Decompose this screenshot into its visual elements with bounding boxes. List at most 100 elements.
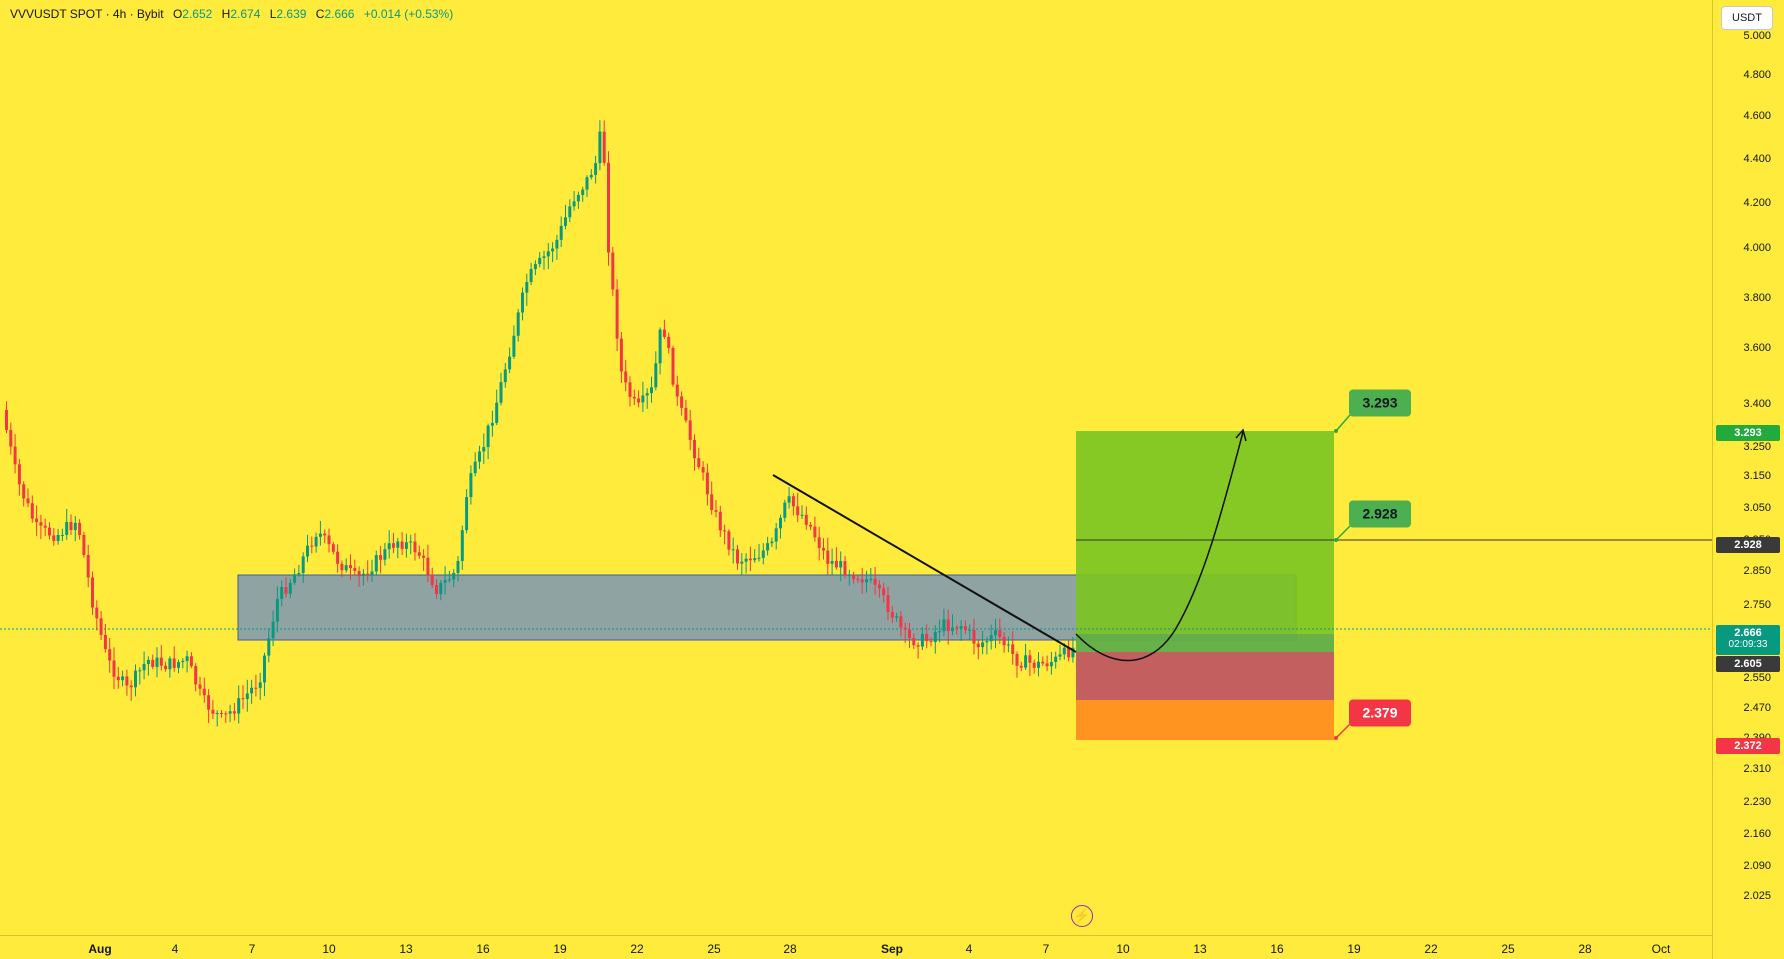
candle-body [473, 461, 477, 474]
stop-badge[interactable]: 2.379 [1349, 699, 1411, 727]
low-label: L [269, 7, 277, 21]
time-label: 19 [1347, 942, 1361, 956]
candle-body [895, 616, 899, 618]
candle-body [533, 264, 537, 270]
entry-badge[interactable]: 2.928 [1349, 500, 1411, 528]
price-tick-label: 2.230 [1743, 796, 1771, 808]
candle-body [581, 189, 585, 195]
candle-body [538, 257, 542, 265]
candle-body [327, 535, 331, 545]
price-tick-label: 2.160 [1743, 828, 1771, 840]
candle-body [185, 656, 189, 661]
candle-body [43, 525, 47, 528]
stop-price-tag: 2.372 [1716, 738, 1780, 754]
price-tick-label: 4.800 [1743, 69, 1771, 81]
candle-body [228, 711, 232, 714]
candle-body [310, 545, 314, 547]
candle-body [486, 425, 490, 448]
candle-body [220, 713, 223, 715]
candle-body [1028, 655, 1032, 663]
target-badge[interactable]: 3.293 [1349, 389, 1411, 417]
chart-canvas[interactable] [0, 0, 1712, 935]
candle-body [164, 665, 168, 670]
price-tick-label: 2.025 [1743, 890, 1771, 902]
time-label: 4 [171, 942, 179, 956]
candle-body [693, 439, 696, 459]
candle-body [344, 565, 348, 571]
open-value: 2.652 [182, 7, 213, 21]
candle-body [809, 524, 813, 527]
candle-body [413, 541, 417, 553]
entry-connector [1335, 525, 1351, 541]
candle-body [740, 561, 744, 564]
candle-body [774, 528, 778, 542]
currency-button[interactable]: USDT [1721, 6, 1773, 30]
candle-body [516, 312, 520, 336]
time-axis[interactable]: Aug 4 7 10 13 16 19 22 25 28 Sep 4 7 10 13 16 19 22 25 28 Oc… [0, 935, 1712, 959]
price-axis[interactable]: USDT 5.000 4.800 4.600 4.400 4.200 4.000 3.800… [1712, 0, 1784, 959]
candle-body [920, 633, 924, 647]
candle-body [968, 629, 972, 631]
candle-body [69, 521, 73, 531]
candle-body [998, 630, 1002, 637]
candle-body [817, 537, 821, 549]
loss-zone-lower [1076, 700, 1334, 740]
lightning-icon[interactable]: ⚡ [1071, 905, 1093, 927]
candle-body [73, 522, 77, 531]
candle-body [340, 563, 344, 571]
stop-badge-label: 2.379 [1362, 704, 1398, 721]
candle-body [211, 709, 215, 714]
candle-body [331, 544, 335, 552]
time-label: 25 [707, 942, 721, 956]
candle-body [701, 467, 705, 473]
candle-body [929, 641, 933, 643]
candle-body [254, 687, 258, 689]
candle-body [495, 402, 499, 423]
countdown-value: 02:09:33 [1728, 639, 1768, 650]
candle-body [989, 635, 993, 642]
candle-body [865, 579, 868, 583]
candle-body [748, 558, 752, 561]
trendline[interactable] [772, 474, 1077, 653]
candle-body [1071, 647, 1075, 658]
candle-body [447, 579, 451, 581]
candle-body [976, 643, 980, 648]
candle-body [1024, 655, 1028, 668]
candle-body [490, 422, 494, 426]
chart-pane[interactable]: VVVUSDT SPOT · 4h · Bybit O2.652 H2.674 … [0, 0, 1712, 935]
candle-body [314, 536, 318, 547]
candle-body [297, 573, 301, 575]
candle-body [731, 549, 735, 551]
profit-zone[interactable] [1076, 431, 1334, 652]
candle-body [60, 534, 64, 536]
time-label: 7 [248, 942, 256, 956]
candle-body [933, 632, 937, 643]
candle-body [529, 269, 533, 283]
candle-body [435, 585, 438, 595]
candle-body [288, 582, 292, 594]
candle-body [159, 657, 163, 666]
current-price-tag: 2.666 02:09:33 [1716, 625, 1780, 655]
candle-body [78, 522, 82, 535]
candle-body [761, 550, 765, 558]
candle-body [1015, 653, 1019, 666]
candle-body [207, 695, 211, 710]
price-tick-label: 2.850 [1743, 565, 1771, 577]
candle-body [146, 659, 150, 665]
candle-body [1058, 654, 1062, 657]
candle-body [138, 670, 142, 672]
candle-body [942, 619, 946, 632]
candle-body [353, 568, 357, 572]
candle-body [705, 472, 709, 495]
candle-body [1002, 636, 1006, 646]
candle-body [658, 329, 662, 364]
time-label: 16 [476, 942, 490, 956]
projection-path[interactable] [1075, 431, 1244, 662]
candle-body [202, 688, 206, 696]
time-label: Aug [88, 942, 112, 956]
symbol-title[interactable]: VVVUSDT SPOT · 4h · Bybit [10, 7, 164, 21]
candle-body [142, 664, 146, 671]
time-label: 22 [1424, 942, 1438, 956]
candle-body [460, 530, 464, 561]
candle-body [783, 502, 787, 518]
